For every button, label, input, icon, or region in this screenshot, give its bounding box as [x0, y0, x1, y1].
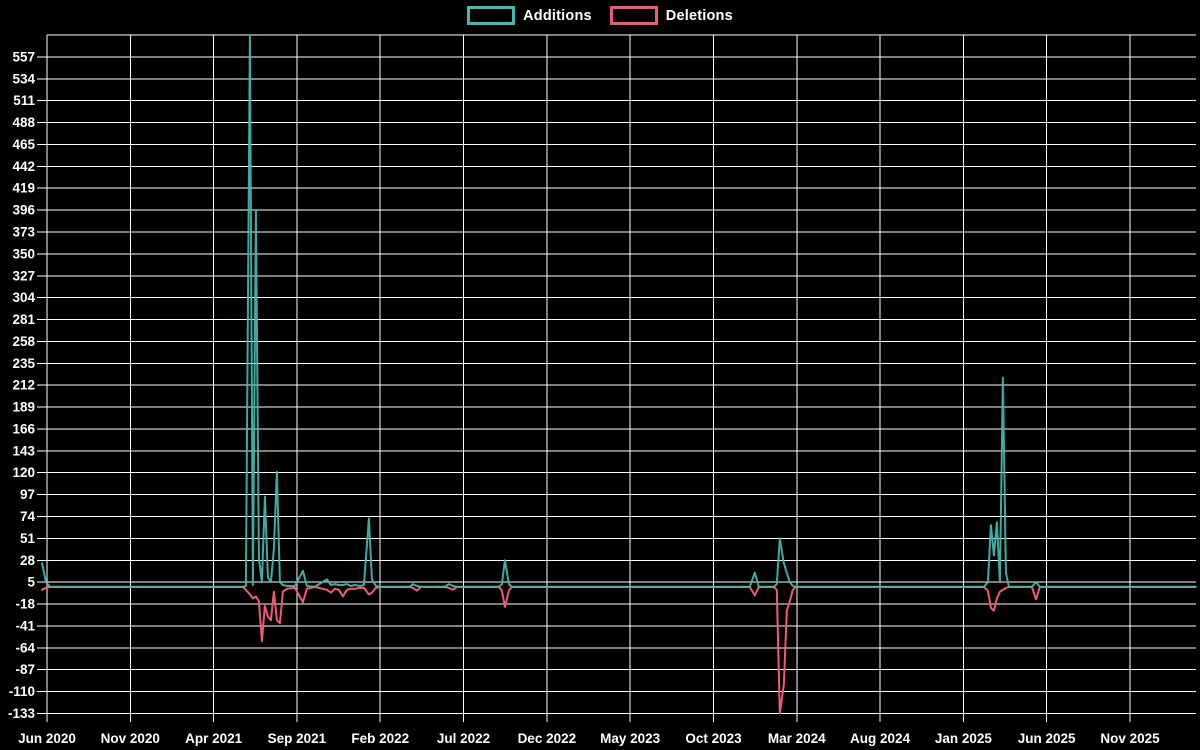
x-tick-label: Mar 2024: [768, 731, 826, 746]
x-tick-label: Nov 2020: [101, 731, 160, 746]
y-tick-label: 189: [12, 400, 35, 415]
additions-swatch-icon: [467, 6, 516, 25]
chart-legend: Additions Deletions: [0, 6, 1200, 25]
y-tick-label: 212: [12, 378, 35, 393]
y-tick-label: 465: [12, 137, 35, 152]
x-tick-label: Jul 2022: [437, 731, 490, 746]
y-tick-label: 442: [12, 159, 35, 174]
x-axis-labels: Jun 2020 Nov 2020 Apr 2021 Sep 2021 Feb 2022…: [18, 731, 1160, 746]
x-tick-label: Aug 2024: [850, 731, 911, 746]
y-tick-label: 350: [12, 246, 35, 261]
y-tick-label: 166: [12, 421, 35, 436]
y-tick-label: 534: [12, 71, 35, 86]
y-tick-label: 51: [20, 531, 36, 546]
legend-item-deletions[interactable]: Deletions: [609, 6, 733, 25]
y-tick-label: 281: [12, 312, 35, 327]
y-tick-label: 327: [12, 268, 35, 283]
x-tick-label: Jan 2025: [935, 731, 993, 746]
deletions-line: [41, 585, 1197, 715]
x-tick-label: Sep 2021: [268, 731, 327, 746]
y-tick-label: 74: [20, 509, 36, 524]
y-tick-label: 97: [20, 487, 35, 502]
y-axis-labels: 5575345114884654424193963733503273042812…: [8, 49, 36, 721]
x-tick-label: Jun 2025: [1018, 731, 1076, 746]
gridlines: [46, 34, 1196, 722]
axis-tick-marks: [37, 56, 47, 714]
legend-label-deletions: Deletions: [665, 7, 733, 24]
legend-item-additions[interactable]: Additions: [467, 6, 592, 25]
y-tick-label: -18: [15, 597, 35, 612]
y-tick-label: -87: [15, 662, 35, 677]
x-tick-label: Feb 2022: [351, 731, 409, 746]
y-tick-label: 143: [12, 443, 35, 458]
y-tick-label: 373: [12, 224, 35, 239]
y-tick-label: -133: [8, 706, 36, 721]
y-tick-label: 557: [12, 49, 35, 64]
y-tick-label: 419: [12, 181, 35, 196]
x-tick-label: May 2023: [600, 731, 661, 746]
y-tick-label: 5: [27, 575, 35, 590]
y-tick-label: -64: [15, 640, 35, 655]
x-tick-label: Oct 2023: [685, 731, 742, 746]
x-tick-label: Nov 2025: [1100, 731, 1160, 746]
y-tick-label: 488: [12, 115, 35, 130]
y-tick-label: 304: [12, 290, 35, 305]
legend-label-additions: Additions: [523, 7, 592, 24]
y-tick-label: 511: [13, 93, 35, 108]
y-tick-label: -41: [15, 618, 35, 633]
y-tick-label: 120: [12, 465, 35, 480]
x-tick-label: Apr 2021: [185, 731, 243, 746]
additions-line: [41, 34, 1197, 588]
y-tick-label: 396: [12, 203, 35, 218]
y-tick-label: -110: [9, 684, 35, 699]
x-tick-label: Jun 2020: [18, 731, 76, 746]
y-tick-label: 28: [20, 553, 36, 568]
y-tick-label: 235: [12, 356, 35, 371]
y-tick-label: 258: [12, 334, 35, 349]
deletions-swatch-icon: [609, 6, 658, 25]
x-tick-label: Dec 2022: [518, 731, 577, 746]
